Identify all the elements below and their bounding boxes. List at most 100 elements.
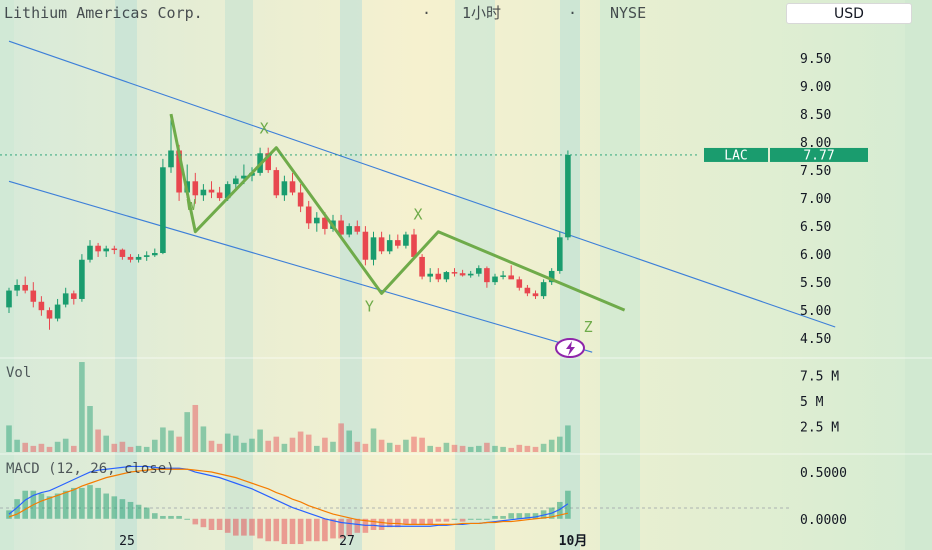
price-tick-label: 6.50	[800, 220, 831, 235]
candle-body	[160, 167, 166, 254]
time-tick-label: 27	[339, 534, 355, 549]
candle-body	[354, 226, 361, 232]
candle-body	[403, 234, 409, 246]
header-interval[interactable]: 1小时	[462, 4, 501, 22]
macd-histogram-bar	[427, 518, 433, 525]
candle-body	[135, 256, 142, 260]
macd-histogram-bar	[330, 518, 336, 539]
time-tick-label: 25	[119, 534, 135, 549]
macd-histogram-bar	[419, 518, 425, 525]
candle-body	[46, 310, 53, 319]
candle-body	[233, 178, 239, 185]
macd-histogram-bar	[281, 518, 288, 545]
candle-body	[467, 273, 474, 276]
macd-histogram-bar	[322, 518, 328, 542]
macd-tick-label: 0.5000	[800, 466, 847, 481]
header-separator-2: ·	[568, 4, 577, 22]
volume-bar	[160, 427, 166, 452]
macd-histogram-bar	[22, 490, 28, 519]
volume-bar	[370, 428, 377, 452]
volume-bar	[273, 436, 280, 452]
candle-body	[427, 273, 433, 277]
volume-bar	[500, 446, 506, 452]
price-tick-label: 5.50	[800, 276, 831, 291]
candle-body	[500, 275, 506, 277]
macd-histogram-bar	[314, 518, 320, 542]
candle-body	[459, 273, 466, 276]
candle-body	[30, 290, 37, 302]
macd-histogram-bar	[168, 515, 174, 519]
macd-histogram-bar	[62, 490, 69, 519]
macd-histogram-bar	[241, 518, 247, 536]
candle-body	[370, 237, 377, 260]
volume-bar	[427, 445, 433, 452]
macd-histogram-bar	[216, 518, 223, 530]
macd-histogram-bar	[354, 518, 361, 533]
price-tick-label: 8.50	[800, 108, 831, 123]
volume-bar	[492, 445, 498, 452]
macd-histogram-bar	[152, 513, 158, 519]
candle-body	[265, 153, 271, 171]
volume-bar	[208, 440, 215, 452]
session-band	[0, 0, 14, 550]
volume-bar	[281, 443, 288, 452]
candle-body	[305, 206, 312, 224]
price-tick-label: 8.00	[800, 136, 831, 151]
candle-body	[168, 150, 174, 168]
volume-bar	[346, 430, 352, 452]
session-band	[600, 0, 640, 550]
price-candles	[6, 114, 571, 330]
macd-histogram-bar	[143, 507, 150, 519]
volume-bar	[362, 443, 369, 452]
candle-body	[103, 248, 109, 252]
lightning-icon-bolt	[566, 341, 575, 356]
lightning-icon[interactable]	[555, 338, 585, 358]
volume-axis: 7.5 M 5 M 2.5 M	[800, 369, 839, 435]
macd-pane	[6, 465, 571, 545]
macd-histogram-bar	[557, 501, 563, 519]
wxyxz-pattern: W X Y X Z	[169, 113, 626, 336]
macd-histogram-bar	[484, 518, 490, 520]
macd-histogram-bar	[14, 499, 20, 519]
channel-upper-line	[8, 40, 836, 328]
channel-lower-line	[8, 180, 593, 353]
macd-histogram-bar	[338, 518, 344, 539]
macd-histogram-bar	[378, 518, 385, 530]
volume-bar	[62, 438, 69, 452]
volume-bar	[216, 443, 223, 452]
candle-body	[338, 220, 344, 235]
session-band	[560, 0, 580, 550]
candle-body	[451, 272, 458, 274]
candle-body	[419, 256, 425, 277]
macd-histogram-bar	[38, 493, 45, 519]
volume-bar	[451, 444, 458, 452]
volume-pane-title: Vol	[6, 365, 31, 381]
volume-bar	[152, 439, 158, 452]
macd-histogram-bar	[54, 493, 61, 519]
macd-histogram-bar	[111, 496, 118, 519]
header-exchange[interactable]: NYSE	[610, 4, 646, 22]
last-price-symbol: LAC	[724, 148, 747, 163]
macd-histogram-bar	[451, 518, 458, 520]
candle-body	[378, 237, 385, 252]
header-symbol-name[interactable]: Lithium Americas Corp.	[4, 4, 203, 22]
channel-lines	[8, 40, 836, 353]
macd-histogram-bar	[492, 515, 498, 519]
volume-bar	[224, 433, 231, 452]
candle-body	[411, 234, 417, 257]
candle-body	[62, 293, 69, 305]
macd-histogram-bar	[200, 518, 207, 528]
volume-bar	[419, 437, 425, 452]
volume-bar	[354, 441, 361, 452]
macd-histogram-bar	[224, 518, 231, 533]
volume-bar	[265, 440, 271, 452]
volume-bar	[143, 446, 150, 452]
candle-body	[95, 245, 101, 252]
volume-bar	[297, 431, 304, 452]
macd-histogram-bar	[265, 518, 271, 542]
currency-button[interactable]: USD	[786, 3, 912, 24]
candle-body	[532, 293, 539, 297]
chart-header: Lithium Americas Corp. · 1小时 · NYSE	[4, 4, 646, 22]
